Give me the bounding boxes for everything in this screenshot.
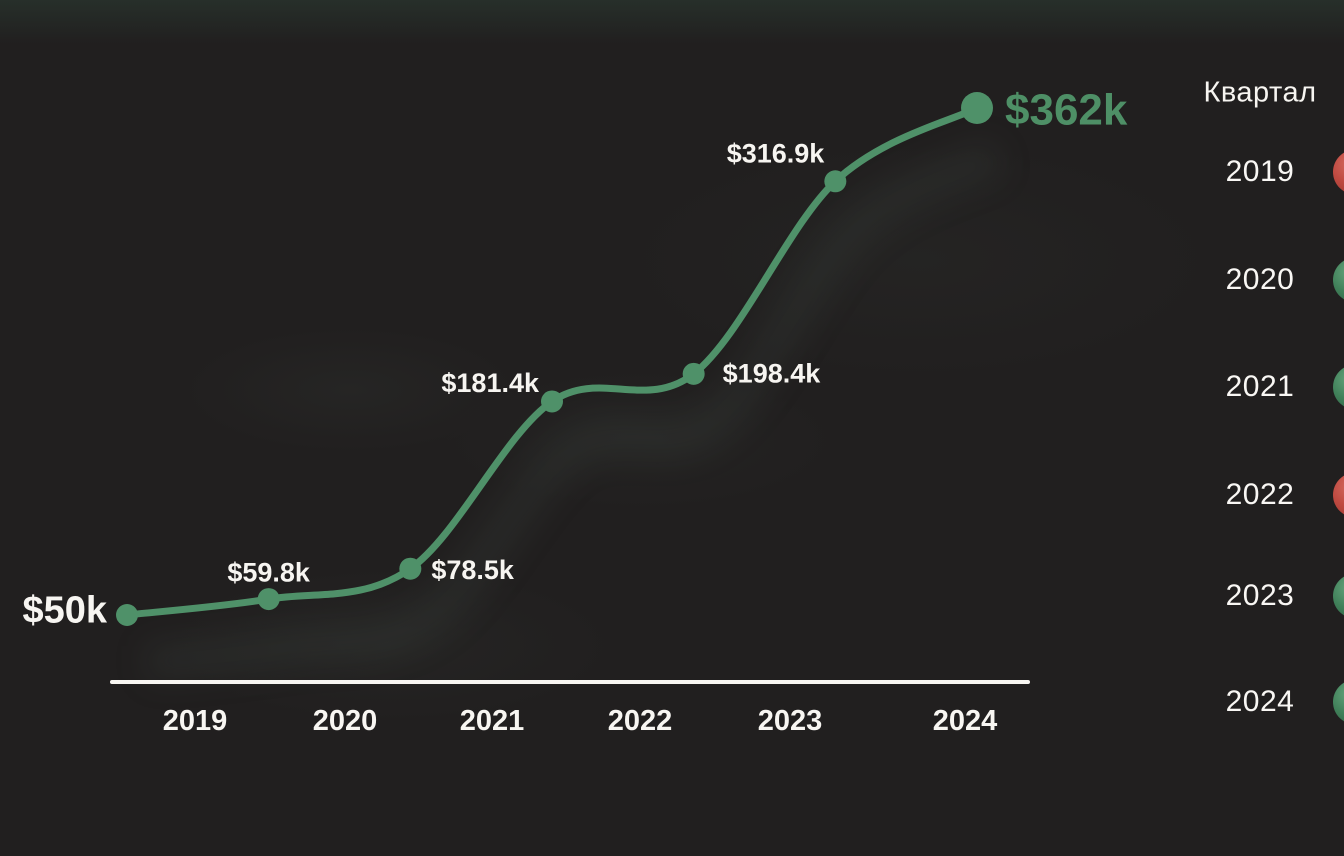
point-value-label: $78.5k <box>431 555 515 585</box>
data-point-dot <box>541 390 563 413</box>
line-shadow <box>145 140 1005 680</box>
quarter-status-dot <box>1333 149 1344 195</box>
x-axis-tick-label: 2024 <box>933 705 998 737</box>
data-point-dot <box>257 588 280 611</box>
data-point-dot <box>961 92 993 124</box>
quarter-status-dot <box>1333 573 1344 619</box>
x-axis: 2019 2020 2021 2022 2023 2024 <box>110 680 1030 737</box>
point-value-label: $198.4k <box>723 358 822 388</box>
point-value-label: $316.9k <box>727 139 826 169</box>
legend-year-label: 2022 <box>1225 478 1295 511</box>
point-value-label: $362k <box>1005 85 1128 134</box>
point-value-label: $50k <box>22 589 107 631</box>
x-axis-tick-label: 2022 <box>608 705 673 737</box>
x-axis-tick-label: 2020 <box>313 705 378 737</box>
legend-header: Квартал <box>1203 76 1317 109</box>
point-value-label: $181.4k <box>441 368 540 398</box>
x-axis-tick-label: 2019 <box>163 705 228 737</box>
quarter-status-dot <box>1333 257 1344 303</box>
data-point-dot <box>824 170 847 193</box>
point-value-labels: $50k $59.8k $78.5k $181.4k $198.4k $316.9k $36… <box>22 85 1127 631</box>
data-point-dot <box>116 604 138 626</box>
x-axis-tick-label: 2023 <box>758 705 823 737</box>
line-shadow-path <box>145 140 1005 680</box>
quarter-status-dot <box>1333 364 1344 410</box>
legend-year-label: 2023 <box>1225 579 1295 612</box>
line-path <box>123 104 981 619</box>
legend-year-label: 2024 <box>1225 685 1295 718</box>
data-point-dot <box>682 362 705 385</box>
quarter-status-dot <box>1333 472 1344 518</box>
data-point-dot <box>399 557 422 580</box>
quarter-status-dot <box>1333 679 1344 725</box>
point-value-label: $59.8k <box>227 558 311 588</box>
legend-year-label: 2019 <box>1225 155 1295 188</box>
x-axis-tick-label: 2021 <box>460 705 525 737</box>
legend-year-label: 2020 <box>1225 263 1295 296</box>
data-point-layer <box>116 92 993 626</box>
legend-year-label: 2021 <box>1225 370 1295 403</box>
line-path-layer <box>123 104 981 619</box>
